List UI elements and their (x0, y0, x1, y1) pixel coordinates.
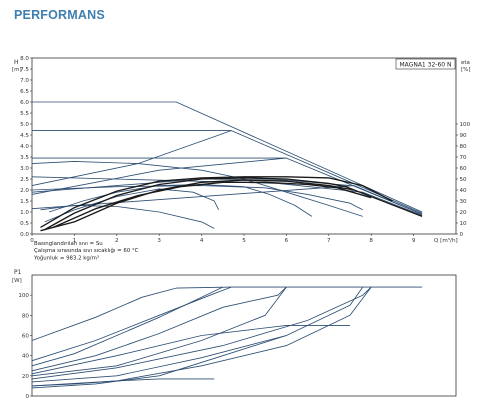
power-axis-label: P1 (14, 269, 22, 276)
pump-curve (32, 101, 423, 213)
right-axis-label: eta (461, 60, 470, 66)
eta-tick-label: 100 (460, 122, 471, 128)
eta-tick-label: 20 (460, 210, 468, 216)
x-tick-label: 3 (157, 238, 161, 244)
power-chart: P1 [W] 0 20 40 60 80 100 (12, 269, 457, 400)
power-curve (31, 286, 223, 367)
model-label: MAGNA1 32-60 N (400, 62, 452, 69)
power-curve (31, 286, 372, 387)
y-tick-label: 4.5 (20, 133, 29, 139)
y-tick-label: 6.0 (20, 100, 29, 106)
y-tick-label: 1.0 (20, 210, 29, 216)
x-tick-label: 1 (73, 238, 77, 244)
system-curve (44, 177, 423, 231)
power-curve (31, 286, 287, 377)
left-axis-unit: [m] (12, 67, 22, 73)
x-tick-label: 7 (327, 238, 331, 244)
left-axis-label: H (14, 59, 19, 66)
pump-curve (31, 185, 363, 211)
fluid-note: Çalışma sırasında sıvı sıcaklığı = 60 °C (34, 247, 139, 254)
y-tick-label: 8.0 (20, 56, 29, 62)
x-tick-label: 2 (115, 238, 119, 244)
eta-tick-label: 0 (460, 232, 464, 238)
eta-tick-label: 80 (460, 144, 468, 150)
power-y-tick-label: 20 (22, 374, 30, 380)
power-y-tick-label: 80 (22, 313, 30, 319)
y-tick-label: 3.0 (20, 166, 29, 172)
power-plot-frame (31, 274, 457, 397)
eta-tick-label: 30 (460, 199, 468, 205)
head-flow-chart: MAGNA1 32-60 N H[m] eta[%] 0.0 0.5 1.0 1.5 2.0 2… (12, 56, 471, 261)
pump-curve (31, 157, 287, 195)
power-curve (31, 324, 350, 375)
section-title: PERFORMANS (14, 8, 105, 22)
eta-tick-label: 10 (460, 221, 468, 227)
pump-curve (40, 204, 215, 229)
power-curve (31, 286, 423, 341)
power-curve (31, 335, 287, 389)
system-curve (52, 181, 372, 229)
x-tick-label: 9 (412, 238, 416, 244)
power-curve (31, 286, 287, 372)
x-tick-label: 8 (369, 238, 373, 244)
pump-curve (31, 160, 363, 217)
y-tick-label: 5.0 (20, 122, 29, 128)
eta-tick-label: 70 (460, 155, 468, 161)
eta-tick-label: 60 (460, 166, 468, 172)
eta-tick-label: 50 (460, 177, 468, 183)
y-tick-label: 6.5 (20, 89, 29, 95)
plot-frame (31, 57, 457, 235)
eta-tick-label: 90 (460, 133, 468, 139)
y-tick-label: 4.0 (20, 144, 29, 150)
x-tick-label: 4 (200, 238, 204, 244)
fluid-note: Basınglandırılan sıvı = Su (34, 241, 103, 247)
y-tick-label: 1.5 (20, 199, 29, 205)
power-y-tick-label: 40 (22, 354, 30, 360)
x-tick-label: 6 (285, 238, 289, 244)
pump-curve (44, 188, 219, 223)
y-tick-label: 5.5 (20, 111, 29, 117)
power-y-tick-label: 100 (18, 293, 29, 299)
power-y-tick-label: 60 (22, 334, 30, 340)
y-tick-label: 2.5 (20, 177, 29, 183)
system-curve (40, 176, 393, 228)
y-tick-label: 0.5 (20, 221, 29, 227)
power-axis-unit: [W] (12, 278, 22, 284)
power-curve (31, 286, 364, 383)
x-tick-label: 5 (242, 238, 246, 244)
pump-curve (31, 185, 423, 215)
fluid-note: Yoğunluk = 983.2 kg/m³ (33, 254, 99, 261)
y-tick-label: 2.0 (20, 188, 29, 194)
model-label-box (395, 58, 456, 70)
y-tick-label: 7.0 (20, 78, 29, 84)
system-curve (40, 179, 355, 232)
x-axis-label: Q [m³/h] (434, 237, 458, 244)
right-axis-unit: [%] (461, 67, 471, 73)
eta-tick-label: 40 (460, 188, 468, 194)
power-curve (31, 286, 232, 362)
power-curve (31, 286, 372, 380)
y-tick-label: 0.0 (20, 232, 29, 238)
x-tick-label: 0 (30, 238, 34, 244)
y-tick-label: 3.5 (20, 155, 29, 161)
power-y-tick-label: 0 (25, 394, 29, 400)
y-tick-label: 7.5 (20, 67, 29, 73)
